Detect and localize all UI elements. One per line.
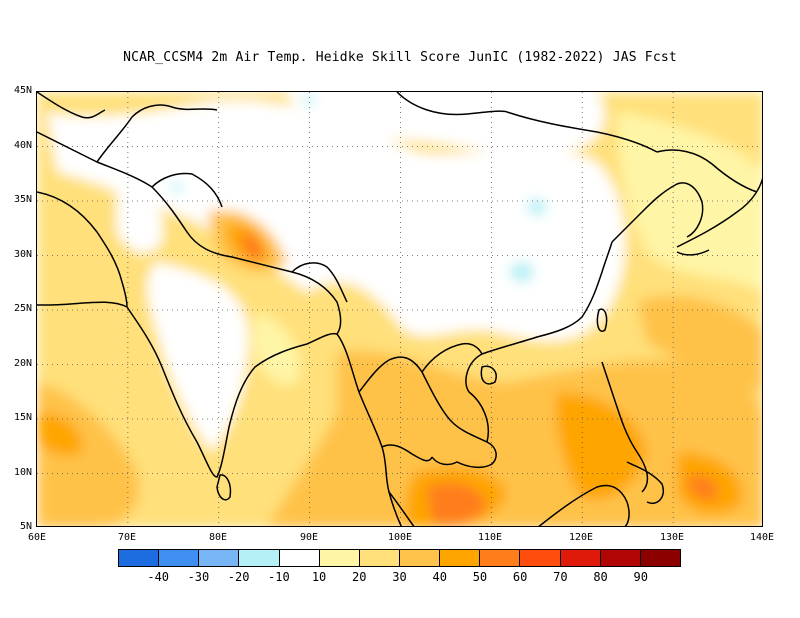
- lat-label: 10N: [13, 467, 32, 478]
- shade-white-tibet-china: [47, 100, 626, 341]
- lat-label: 15N: [13, 412, 32, 423]
- lat-label: 25N: [13, 303, 32, 314]
- lon-label: 120E: [568, 532, 594, 543]
- colorbar-label: 60: [512, 570, 528, 584]
- shade-white-india: [147, 262, 248, 452]
- skill-shading: [37, 92, 762, 526]
- lat-label: 20N: [13, 358, 32, 369]
- colorbar-label: 80: [593, 570, 608, 584]
- colorbar-label: 40: [432, 570, 447, 584]
- lat-label: 45N: [13, 85, 32, 96]
- colorbar-swatch: [119, 550, 160, 566]
- coastlines: [37, 92, 762, 526]
- shade-white-nw: [117, 172, 163, 253]
- colorbar-swatch: [199, 550, 240, 566]
- colorbar-label: 30: [392, 570, 407, 584]
- colorbar-swatch: [239, 550, 280, 566]
- colorbar-swatch: [399, 550, 441, 566]
- colorbar-swatch: [319, 550, 360, 566]
- chart-title: NCAR_CCSM4 2m Air Temp. Heidke Skill Sco…: [123, 50, 677, 65]
- colorbar-label: -10: [268, 570, 290, 584]
- lon-label: 100E: [387, 532, 413, 543]
- colorbar-swatch: [600, 550, 641, 566]
- colorbar-swatch: [279, 550, 320, 566]
- lon-label: 130E: [659, 532, 685, 543]
- lon-label: 140E: [749, 532, 775, 543]
- colorbar-label: 20: [352, 570, 367, 584]
- lat-label: 30N: [13, 249, 32, 260]
- lon-label: 60E: [27, 532, 47, 543]
- lat-label: 35N: [13, 194, 32, 205]
- lon-label: 110E: [477, 532, 503, 543]
- gridlines: [37, 92, 762, 526]
- colorbar-label: 10: [311, 570, 327, 584]
- colorbar-label: 50: [472, 570, 488, 584]
- skill-score-map: [36, 91, 763, 527]
- lon-label: 90E: [299, 532, 319, 543]
- colorbar-label: -20: [227, 570, 250, 584]
- shade-orange-se-asia: [268, 350, 762, 526]
- colorbar-label: -40: [147, 570, 170, 584]
- shade-white-north: [287, 92, 605, 155]
- lon-label: 80E: [208, 532, 228, 543]
- colorbar-swatch: [640, 550, 680, 566]
- colorbar: [118, 549, 681, 567]
- lat-label: 5N: [19, 521, 32, 532]
- colorbar-label: -30: [187, 570, 210, 584]
- colorbar-swatch: [560, 550, 601, 566]
- colorbar-swatch: [159, 550, 200, 566]
- colorbar-swatch: [520, 550, 561, 566]
- colorbar-label: 70: [553, 570, 568, 584]
- colorbar-swatch: [359, 550, 400, 566]
- colorbar-swatch: [440, 550, 481, 566]
- lat-label: 40N: [13, 140, 32, 151]
- lon-label: 70E: [117, 532, 137, 543]
- colorbar-swatch: [480, 550, 521, 566]
- colorbar-label: 90: [633, 570, 648, 584]
